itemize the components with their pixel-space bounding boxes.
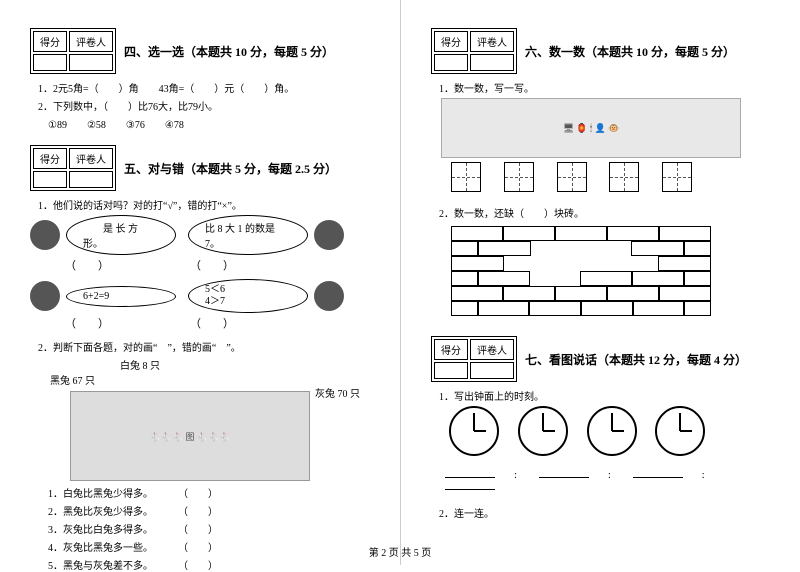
stmt-1: 1．白兔比黑兔少得多。（ ）: [48, 485, 380, 500]
count-box: [662, 162, 692, 192]
speech-bubble: 比 8 大 1 的数是 7。: [188, 215, 308, 255]
brick-wall: [451, 226, 711, 316]
section-6-title: 六、数一数（本题共 10 分，每题 5 分）: [525, 43, 735, 60]
count-box: [557, 162, 587, 192]
speech-bubble: 6+2=9: [66, 286, 176, 307]
q4-2-options: ①89 ②58 ③76 ④78: [48, 116, 380, 131]
count-box: [451, 162, 481, 192]
face-icon: [314, 281, 344, 311]
stmt-2: 2．黑兔比灰兔少得多。（ ）: [48, 503, 380, 518]
clock-icon: [518, 406, 568, 456]
paren-row: （ ） （ ）: [30, 315, 380, 331]
paren-row: （ ） （ ）: [30, 257, 380, 273]
section-5-title: 五、对与错（本题共 5 分，每题 2.5 分）: [124, 160, 337, 177]
q7-2: 2．连一连。: [439, 505, 780, 520]
speech-bubble: 是 长 方 形。: [66, 215, 176, 255]
page-footer: 第 2 页 共 5 页: [0, 544, 800, 559]
white-rabbit-label: 白兔 8 只: [120, 357, 380, 372]
q6-1: 1．数一数，写一写。: [439, 80, 780, 95]
score-label: 得分: [33, 31, 67, 52]
left-column: 得分 评卷人 四、选一选（本题共 10 分，每题 5 分） 1．2元5角=（ ）…: [0, 0, 400, 565]
grey-rabbit-label: 灰兔 70 只: [315, 385, 360, 400]
time-blank: [539, 477, 589, 478]
face-icon: [30, 220, 60, 250]
score-box: 得分评卷人: [431, 336, 517, 382]
score-box: 得分评卷人: [431, 28, 517, 74]
time-blank: [445, 489, 495, 490]
q7-1: 1．写出钟面上的时刻。: [439, 388, 780, 403]
clocks-row: [441, 406, 780, 459]
clock-icon: [449, 406, 499, 456]
section-4-head: 得分 评卷人 四、选一选（本题共 10 分，每题 5 分）: [30, 28, 380, 74]
section-6-head: 得分评卷人 六、数一数（本题共 10 分，每题 5 分）: [431, 28, 780, 74]
time-blanks: : : :: [441, 469, 780, 493]
section-7-title: 七、看图说话（本题共 12 分，每题 4 分）: [525, 351, 747, 368]
rabbits-image: 🐇🐇🐇 图 🐇🐇🐇: [70, 391, 310, 481]
right-column: 得分评卷人 六、数一数（本题共 10 分，每题 5 分） 1．数一数，写一写。 …: [400, 0, 800, 565]
q4-2: 2．下列数中，（ ）比76大，比79小。: [38, 98, 380, 113]
stmt-3: 3．灰兔比白兔多得多。（ ）: [48, 521, 380, 536]
q5-2: 2．判断下面各题，对的画“ ”，错的画“ ”。: [38, 339, 380, 354]
score-box: 得分评卷人: [30, 145, 116, 191]
face-icon: [314, 220, 344, 250]
grader-label: 评卷人: [69, 31, 113, 52]
clock-icon: [655, 406, 705, 456]
q5-1: 1．他们说的话对吗？对的打“√”，错的打“×”。: [38, 197, 380, 212]
q4-1: 1．2元5角=（ ）角 43角=（ ）元（ ）角。: [38, 80, 380, 95]
section-7-head: 得分评卷人 七、看图说话（本题共 12 分，每题 4 分）: [431, 336, 780, 382]
counting-picture: 🖥 🏮 🕯 👤 🐵: [441, 98, 741, 158]
face-icon: [30, 281, 60, 311]
time-blank: [445, 477, 495, 478]
q6-2: 2．数一数，还缺（ ）块砖。: [439, 205, 780, 220]
answer-boxes: [441, 158, 780, 195]
count-box: [504, 162, 534, 192]
score-box: 得分 评卷人: [30, 28, 116, 74]
section-4-title: 四、选一选（本题共 10 分，每题 5 分）: [124, 43, 334, 60]
bubble-row-1: 是 长 方 形。 比 8 大 1 的数是 7。: [30, 215, 380, 255]
section-5-head: 得分评卷人 五、对与错（本题共 5 分，每题 2.5 分）: [30, 145, 380, 191]
count-box: [609, 162, 639, 192]
worksheet-page: 得分 评卷人 四、选一选（本题共 10 分，每题 5 分） 1．2元5角=（ ）…: [0, 0, 800, 565]
time-blank: [633, 477, 683, 478]
clock-icon: [587, 406, 637, 456]
speech-bubble: 5＜6 4＞7: [188, 279, 308, 313]
bubble-row-2: 6+2=9 5＜6 4＞7: [30, 279, 380, 313]
rabbit-figure: 白兔 8 只 黑兔 67 只 🐇🐇🐇 图 🐇🐇🐇 灰兔 70 只: [50, 357, 380, 481]
